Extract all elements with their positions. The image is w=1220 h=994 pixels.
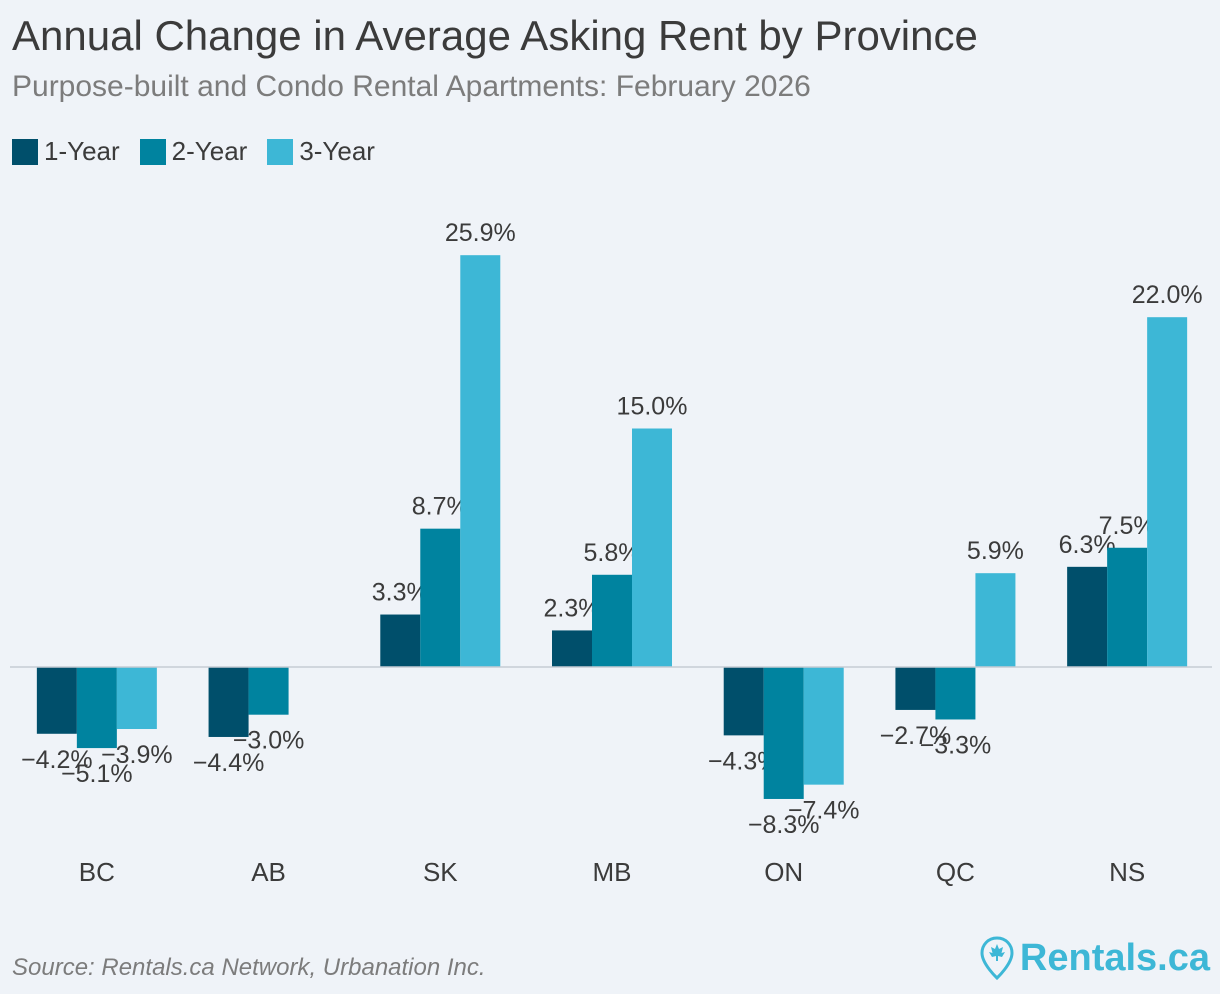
x-tick-label-qc: QC: [936, 857, 975, 887]
data-label-2-year-qc: −3.3%: [920, 731, 992, 759]
bar-3-year-mb: [632, 428, 672, 667]
bar-2-year-ns: [1107, 547, 1148, 667]
data-label-2-year-mb: 5.8%: [584, 539, 641, 567]
data-label-3-year-qc: 5.9%: [967, 537, 1024, 565]
x-tick-label-mb: MB: [593, 857, 632, 887]
data-label-2-year-bc: −5.1%: [61, 760, 133, 788]
brand-logo: Rentals.ca: [980, 936, 1210, 980]
data-label-3-year-mb: 15.0%: [617, 393, 688, 421]
bar-2-year-ab: [248, 667, 289, 715]
legend-item-1-year: 1-Year: [12, 136, 120, 167]
bar-3-year-ns: [1147, 317, 1188, 667]
legend-swatch-2-year: [139, 138, 166, 165]
bar-2-year-qc: [935, 667, 976, 720]
bar-2-year-on: [763, 667, 804, 799]
legend-label-2-year: 2-Year: [171, 136, 248, 166]
bar-3-year-sk: [460, 255, 501, 667]
bar-1-year-ab: [208, 667, 249, 737]
data-label-3-year-on: −7.4%: [788, 797, 860, 825]
bar-1-year-sk: [380, 614, 421, 667]
bar-3-year-qc: [975, 573, 1016, 667]
legend-swatch-1-year: [12, 138, 38, 165]
bar-1-year-ns: [1067, 566, 1108, 667]
data-label-1-year-qc: −2.7%: [880, 722, 952, 750]
data-label-1-year-ns: 6.3%: [1059, 531, 1116, 559]
x-tick-label-bc: BC: [79, 857, 115, 887]
bar-2-year-bc: [76, 667, 117, 749]
bar-3-year-bc: [116, 667, 157, 730]
data-label-2-year-ab: −3.0%: [233, 727, 305, 755]
data-label-2-year-on: −8.3%: [748, 811, 820, 839]
data-label-2-year-ns: 7.5%: [1099, 512, 1156, 540]
chart-title: Annual Change in Average Asking Rent by …: [12, 12, 978, 59]
bar-2-year-sk: [420, 528, 461, 667]
data-label-1-year-mb: 2.3%: [544, 594, 601, 622]
bar-1-year-bc: [36, 667, 77, 734]
x-tick-label-ab: AB: [251, 857, 286, 887]
legend: 1-Year 2-Year 3-Year: [12, 136, 395, 167]
bar-2-year-mb: [592, 574, 632, 667]
data-label-3-year-ns: 22.0%: [1132, 281, 1203, 309]
data-label-3-year-bc: −3.9%: [101, 741, 173, 769]
x-tick-label-ns: NS: [1109, 857, 1145, 887]
source-note: Source: Rentals.ca Network, Urbanation I…: [12, 954, 486, 981]
data-label-1-year-bc: −4.2%: [21, 746, 93, 774]
bar-3-year-on: [803, 667, 844, 785]
data-label-2-year-sk: 8.7%: [412, 493, 469, 521]
legend-label-3-year: 3-Year: [299, 136, 375, 166]
data-label-1-year-ab: −4.4%: [193, 749, 265, 777]
data-label-1-year-sk: 3.3%: [372, 579, 429, 607]
chart-subtitle: Purpose-built and Condo Rental Apartment…: [12, 70, 811, 103]
bar-1-year-on: [723, 667, 764, 736]
x-tick-label-sk: SK: [423, 857, 458, 887]
legend-item-2-year: 2-Year: [139, 136, 248, 167]
bar-1-year-mb: [552, 630, 592, 667]
brand-name: Rentals.ca: [1019, 936, 1210, 979]
legend-label-1-year: 1-Year: [44, 136, 120, 166]
x-tick-label-on: ON: [764, 857, 803, 887]
legend-item-3-year: 3-Year: [267, 136, 375, 167]
legend-swatch-3-year: [267, 138, 294, 165]
map-pin-maple-leaf-icon: [980, 936, 1014, 980]
bar-1-year-qc: [895, 667, 936, 710]
data-label-3-year-sk: 25.9%: [445, 219, 516, 247]
